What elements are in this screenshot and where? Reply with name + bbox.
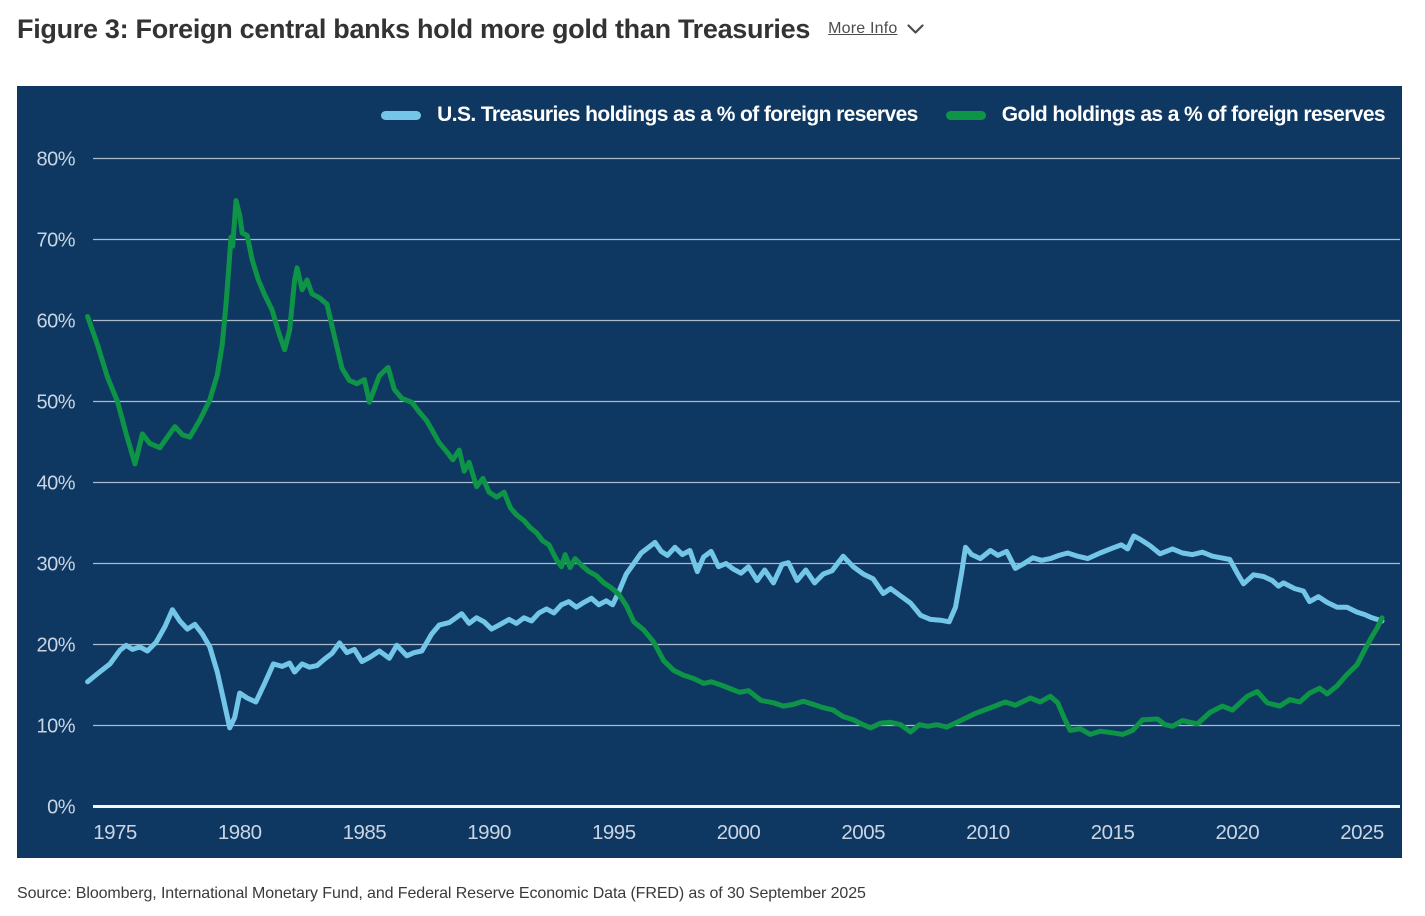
- gold-legend-label: Gold holdings as a % of foreign reserves: [1001, 103, 1386, 126]
- y-tick-label-70: 70%: [36, 230, 75, 252]
- y-tick-label-20: 20%: [36, 635, 75, 657]
- header: Figure 3: Foreign central banks hold mor…: [17, 10, 925, 48]
- treasuries-legend-label: U.S. Treasuries holdings as a % of forei…: [437, 103, 918, 126]
- x-tick-label-1990: 1990: [467, 821, 511, 844]
- gold-legend-swatch: [945, 110, 986, 120]
- page-title: Figure 3: Foreign central banks hold mor…: [17, 14, 811, 44]
- chart-panel: 80% 70% 60% 50% 40% 30% 20% 10% 0% 1975 1980 1985 19…: [17, 86, 1402, 858]
- gold-line: [85, 198, 1385, 737]
- treasuries-line: [85, 533, 1385, 731]
- legend-item-treasuries: U.S. Treasuries holdings as a % of forei…: [381, 103, 918, 127]
- chevron-down-icon[interactable]: [907, 23, 925, 35]
- x-tick-label-2005: 2005: [841, 821, 885, 844]
- x-tick-label-2010: 2010: [966, 821, 1010, 844]
- more-info-link[interactable]: More Info: [828, 20, 925, 38]
- source-note: Source: Bloomberg, International Monetar…: [17, 885, 866, 902]
- x-tick-label-1995: 1995: [592, 821, 636, 844]
- legend-item-gold: Gold holdings as a % of foreign reserves: [945, 103, 1386, 127]
- chart-legend: U.S. Treasuries holdings as a % of forei…: [381, 103, 1386, 127]
- y-tick-label-30: 30%: [36, 554, 75, 576]
- x-tick-label-1985: 1985: [343, 821, 387, 844]
- x-tick-label-1980: 1980: [218, 821, 262, 844]
- more-info-label: More Info: [828, 20, 898, 37]
- y-tick-label-0: 0%: [47, 797, 76, 819]
- x-tick-label-2025: 2025: [1340, 821, 1384, 844]
- y-tick-label-50: 50%: [36, 392, 75, 414]
- x-tick-label-2015: 2015: [1091, 821, 1135, 844]
- x-tick-label-2000: 2000: [717, 821, 761, 844]
- y-tick-label-60: 60%: [36, 311, 75, 333]
- y-tick-label-10: 10%: [36, 716, 75, 738]
- y-tick-label-40: 40%: [36, 473, 75, 495]
- y-tick-label-80: 80%: [36, 149, 75, 171]
- treasuries-legend-swatch: [381, 110, 422, 120]
- x-tick-label-2020: 2020: [1215, 821, 1259, 844]
- x-tick-label-1975: 1975: [93, 821, 137, 844]
- line-chart: 80% 70% 60% 50% 40% 30% 20% 10% 0% 1975 1980 1985 19…: [36, 149, 1400, 844]
